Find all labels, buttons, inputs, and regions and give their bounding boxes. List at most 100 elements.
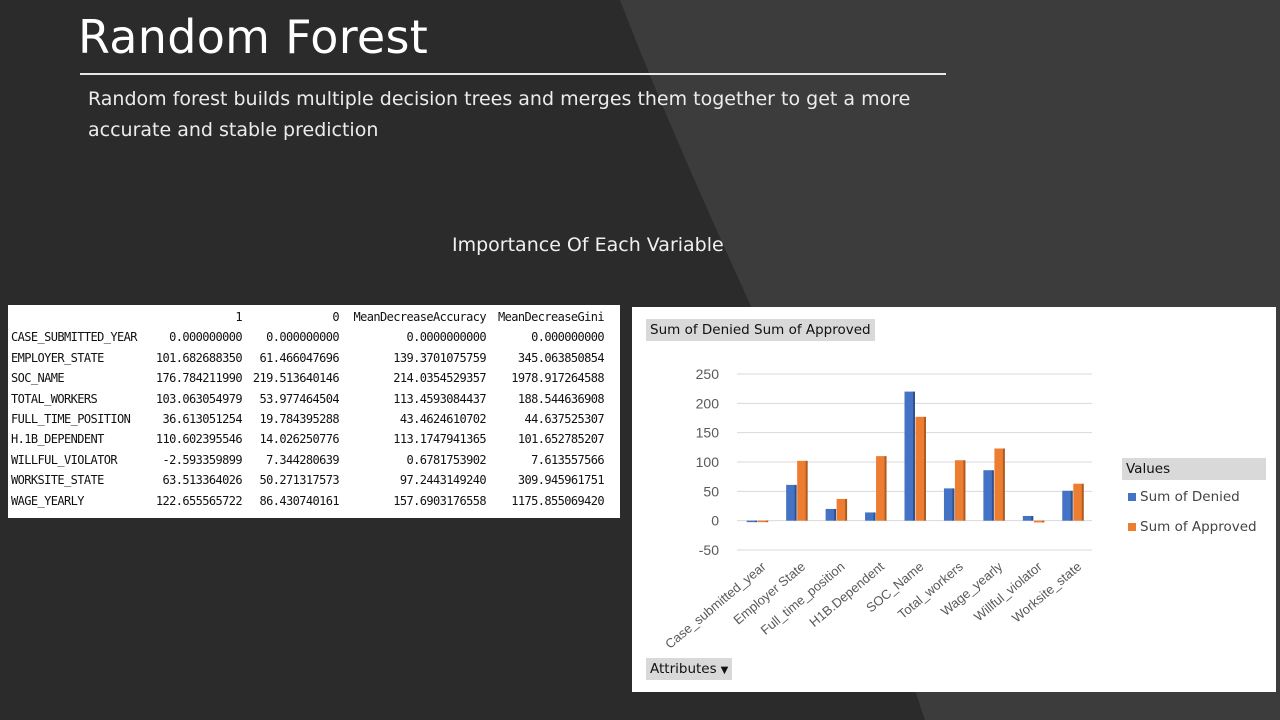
slide-subtitle: Random forest builds multiple decision t…: [88, 88, 911, 141]
legend-swatch-approved: [1128, 523, 1136, 531]
table-cell: 139.3701075759: [393, 350, 486, 365]
y-tick-label: 100: [696, 454, 720, 470]
legend-label: Sum of Approved: [1140, 519, 1257, 535]
bar-side: [951, 488, 955, 521]
legend-title: Values: [1122, 458, 1266, 480]
bar-side: [844, 498, 848, 521]
bar-side: [873, 512, 876, 521]
table-cell: 101.682688350: [155, 350, 243, 365]
bar-denied: [825, 508, 835, 521]
y-tick-label: 0: [711, 513, 719, 529]
legend-item-approved: Sum of Approved: [1128, 519, 1257, 535]
table-cell: 7.344280639: [266, 452, 339, 467]
table-cell: 188.544636908: [517, 391, 605, 406]
table-cell: 345.063850854: [517, 350, 605, 365]
table-cell: -2.593359899: [162, 452, 243, 467]
table-cell: 219.513640146: [252, 371, 340, 386]
legend-label: Sum of Denied: [1140, 489, 1240, 505]
y-tick-label: 150: [696, 425, 720, 441]
table-cell: 61.466047696: [259, 350, 340, 365]
table-row-label: EMPLOYER_STATE: [11, 350, 104, 365]
bar-denied: [1062, 490, 1071, 521]
table-cell: 176.784211990: [155, 371, 243, 386]
bar-approved: [994, 448, 1003, 521]
table-row-label: TOTAL_WORKERS: [11, 391, 98, 406]
bar-denied: [746, 520, 756, 523]
table-row-label: H.1B_DEPENDENT: [11, 432, 104, 447]
table-row-label: CASE_SUBMITTED_YEAR: [11, 330, 137, 345]
table-cell: 36.613051254: [162, 412, 243, 427]
table-header-cell: 0: [332, 310, 339, 324]
bar-chart: -50050100150200250Case_submitted_yearEmp…: [662, 366, 1092, 652]
table-row: EMPLOYER_STATE 101.682688350 61.466047696 1…: [11, 348, 605, 368]
bar-approved: [757, 520, 767, 523]
table-row: FULL_TIME_POSITION 36.613051254 19.7843952…: [11, 409, 605, 429]
bar-approved: [1073, 483, 1082, 521]
bar-side: [923, 416, 926, 521]
bar-side: [765, 520, 769, 523]
table-cell: 43.4624610702: [399, 412, 487, 427]
y-tick-label: -50: [699, 542, 719, 558]
table-cell: 7.613557566: [531, 452, 604, 467]
table-cell: 157.6903176558: [393, 493, 486, 508]
table-cell: 1175.855069420: [511, 493, 604, 508]
table-cell: 0.000000000: [169, 330, 242, 345]
table-cell: 53.977464504: [259, 391, 340, 406]
table-cell: 101.652785207: [517, 432, 605, 447]
bar-approved: [1033, 520, 1043, 523]
table-header-row: 1 0 MeanDecreaseAccuracy MeanDecreaseGin…: [11, 307, 604, 327]
table-cell: 309.945961751: [517, 473, 605, 488]
field-button-denied[interactable]: Sum of Denied: [646, 319, 754, 341]
table-cell: 50.271317573: [259, 473, 340, 488]
attributes-label: Attributes: [650, 661, 717, 677]
table-cell: 103.063054979: [155, 391, 243, 406]
table-cell: 14.026250776: [259, 432, 340, 447]
bar-denied: [983, 470, 992, 521]
table-header-cell: 1: [235, 310, 242, 324]
table-row: WAGE_YEARLY 122.655565722 86.430740161 157.…: [11, 491, 605, 511]
field-button-approved[interactable]: Sum of Approved: [750, 319, 875, 341]
y-tick-label: 200: [696, 395, 720, 411]
table-cell: 0.0000000000: [406, 330, 487, 345]
bar-side: [1041, 520, 1045, 523]
table-cell: 44.637525307: [524, 412, 605, 427]
table-cell: 113.1747941365: [393, 432, 486, 447]
table-cell: 19.784395288: [259, 412, 340, 427]
bar-approved: [797, 460, 806, 521]
bar-side: [912, 391, 915, 521]
table-cell: 0.000000000: [266, 330, 339, 345]
bar-side: [991, 470, 994, 521]
table-row: SOC_NAME 176.784211990 219.513640146 214.03…: [11, 368, 605, 388]
bar-denied: [904, 391, 913, 521]
table-cell: 86.430740161: [259, 493, 340, 508]
table-row: TOTAL_WORKERS 103.063054979 53.977464504 11…: [11, 389, 605, 409]
table-header-cell: MeanDecreaseAccuracy: [353, 310, 487, 324]
bar-approved: [876, 456, 885, 521]
table-cell: 113.4593084437: [393, 391, 486, 406]
importance-table: 1 0 MeanDecreaseAccuracy MeanDecreaseGin…: [11, 307, 605, 511]
table-row: WILLFUL_VIOLATOR -2.593359899 7.344280639 0…: [11, 450, 605, 470]
bar-side: [805, 460, 808, 521]
table-row-label: WORKSITE_STATE: [11, 473, 104, 488]
table-cell: 0.000000000: [531, 330, 604, 345]
table-row: H.1B_DEPENDENT 110.602395546 14.026250776 1…: [11, 429, 605, 449]
table-row: CASE_SUBMITTED_YEAR 0.000000000 0.00000000…: [11, 327, 605, 347]
bar-side: [884, 456, 887, 521]
bar-side: [1030, 515, 1034, 521]
section-heading: Importance Of Each Variable: [452, 234, 724, 256]
bar-approved: [954, 460, 964, 521]
table-cell: 0.6781753902: [406, 452, 487, 467]
legend-swatch-denied: [1128, 493, 1136, 501]
bar-denied: [786, 484, 795, 521]
attributes-filter-button[interactable]: Attributes ▼: [646, 658, 733, 680]
table-cell: 63.513364026: [162, 473, 243, 488]
bar-side: [1070, 490, 1073, 521]
bar-denied: [1022, 515, 1032, 521]
table-cell: 97.2443149240: [399, 473, 487, 488]
table-row-label: WAGE_YEARLY: [11, 493, 84, 508]
bar-approved: [836, 498, 846, 521]
bar-approved: [915, 416, 924, 521]
slide-title: Random Forest: [78, 10, 429, 64]
title-divider: [80, 73, 946, 75]
dropdown-caret-icon: ▼: [720, 665, 729, 676]
